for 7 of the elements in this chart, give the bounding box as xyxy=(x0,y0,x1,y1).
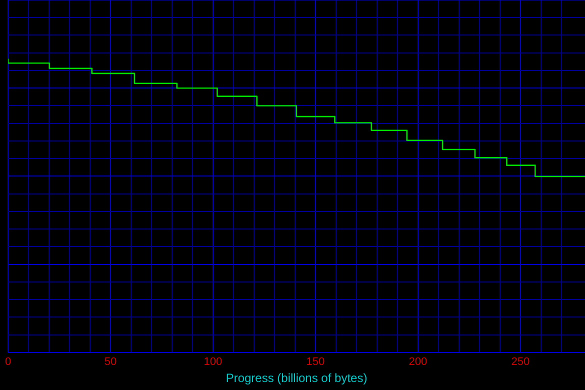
x-tick-label: 0 xyxy=(4,356,12,368)
x-tick-label: 200 xyxy=(408,356,428,368)
x-axis-title: Progress (billions of bytes) xyxy=(226,371,368,386)
x-tick-label: 100 xyxy=(204,356,222,368)
x-tick-label: 250 xyxy=(511,356,530,368)
x-tick-label: 50 xyxy=(104,356,117,368)
x-tick-label: 150 xyxy=(306,356,325,368)
